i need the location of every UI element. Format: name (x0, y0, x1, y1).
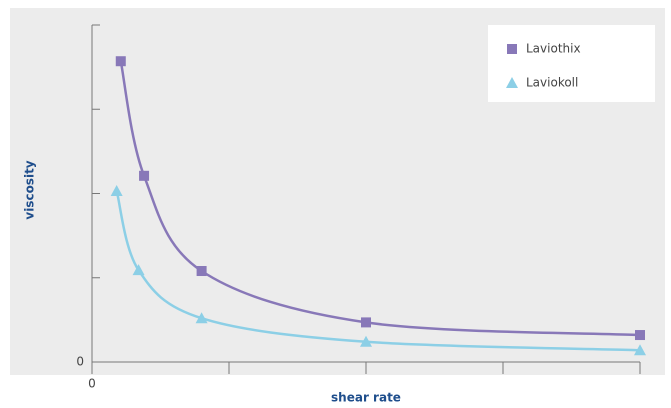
marker (635, 330, 645, 341)
legend-marker (506, 77, 518, 88)
series-line (115, 190, 641, 352)
legend-label: Laviokoll (526, 76, 578, 90)
marker (110, 184, 123, 196)
y-tick-label: 0 (76, 355, 84, 369)
series-line (119, 60, 641, 337)
marker (361, 317, 371, 328)
marker (360, 335, 372, 347)
marker (115, 56, 126, 67)
y-axis-title: viscosity (23, 160, 37, 219)
marker (132, 264, 145, 276)
legend-box (488, 25, 655, 102)
marker (195, 312, 208, 324)
x-tick-label: 0 (88, 377, 96, 391)
marker (196, 266, 207, 277)
legend-label: Laviothix (526, 42, 581, 56)
marker (139, 170, 150, 181)
x-axis-title: shear rate (331, 391, 401, 405)
marker (634, 344, 646, 356)
legend-marker (507, 44, 517, 54)
